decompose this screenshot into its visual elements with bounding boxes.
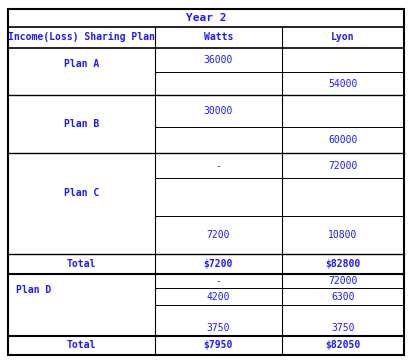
- Text: Year 2: Year 2: [186, 13, 226, 23]
- Text: 7200: 7200: [206, 230, 230, 240]
- Text: Watts: Watts: [204, 32, 233, 42]
- Text: -: -: [215, 161, 221, 171]
- Text: 3750: 3750: [206, 323, 230, 333]
- Text: 72000: 72000: [328, 276, 358, 286]
- Text: Total: Total: [67, 340, 96, 350]
- Text: 54000: 54000: [328, 79, 358, 89]
- Text: 72000: 72000: [328, 161, 358, 171]
- Text: 4200: 4200: [206, 292, 230, 302]
- Text: 60000: 60000: [328, 135, 358, 145]
- Text: 6300: 6300: [331, 292, 355, 302]
- Text: Total: Total: [67, 259, 96, 269]
- Text: 10800: 10800: [328, 230, 358, 240]
- Text: Lyon: Lyon: [331, 32, 355, 42]
- Text: $82050: $82050: [325, 340, 360, 350]
- Text: $7200: $7200: [204, 259, 233, 269]
- Text: 36000: 36000: [204, 55, 233, 65]
- Text: 30000: 30000: [204, 106, 233, 116]
- Text: $7950: $7950: [204, 340, 233, 350]
- Text: -: -: [215, 276, 221, 286]
- Text: Plan B: Plan B: [64, 119, 99, 129]
- Text: Income(Loss) Sharing Plan: Income(Loss) Sharing Plan: [8, 32, 155, 42]
- Text: 3750: 3750: [331, 323, 355, 333]
- Text: $82800: $82800: [325, 259, 360, 269]
- Text: Plan A: Plan A: [64, 59, 99, 69]
- Text: Plan C: Plan C: [64, 188, 99, 198]
- Text: Plan D: Plan D: [16, 285, 52, 295]
